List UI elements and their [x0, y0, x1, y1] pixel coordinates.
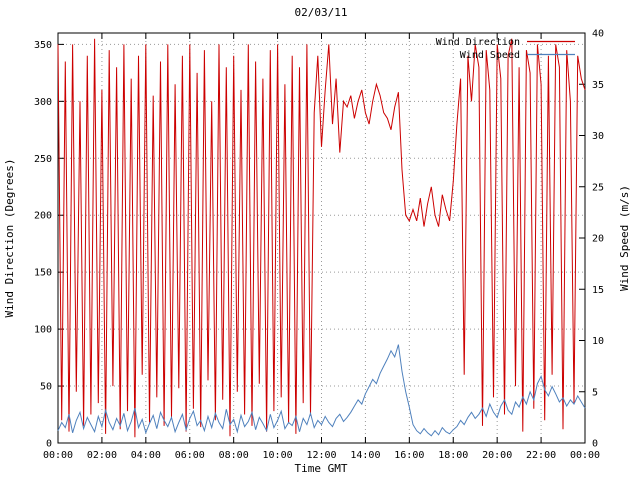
x-tick-label: 04:00: [131, 450, 161, 461]
y-left-tick-label: 250: [34, 154, 52, 165]
y-axis-label-right: Wind Speed (m/s): [618, 185, 631, 291]
x-tick-label: 00:00: [570, 450, 600, 461]
y-left-tick-label: 50: [40, 382, 52, 393]
y-axis-label-left: Wind Direction (Degrees): [3, 159, 16, 318]
y-right-tick-label: 25: [592, 182, 604, 193]
y-right-tick-label: 5: [592, 387, 598, 398]
legend-label-wind-direction: Wind Direction: [436, 37, 520, 48]
x-tick-label: 16:00: [394, 450, 424, 461]
y-right-tick-label: 0: [592, 439, 598, 450]
x-tick-label: 10:00: [263, 450, 293, 461]
y-left-tick-label: 350: [34, 40, 52, 51]
legend-label-wind-speed: Wind Speed: [460, 50, 520, 61]
y-left-tick-label: 300: [34, 97, 52, 108]
x-tick-label: 14:00: [350, 450, 380, 461]
y-right-tick-label: 10: [592, 336, 604, 347]
x-axis-label: Time GMT: [295, 462, 348, 475]
x-tick-label: 06:00: [175, 450, 205, 461]
x-tick-label: 12:00: [306, 450, 336, 461]
y-left-tick-label: 200: [34, 211, 52, 222]
y-right-tick-label: 15: [592, 285, 604, 296]
x-tick-label: 00:00: [43, 450, 73, 461]
y-right-tick-label: 35: [592, 80, 604, 91]
series-lines: [57, 38, 586, 438]
plot-border: [57, 32, 586, 444]
y-right-tick-label: 20: [592, 234, 604, 245]
series-line-wind-direction: [57, 38, 586, 438]
x-tick-label: 20:00: [482, 450, 512, 461]
chart-title: 02/03/11: [295, 6, 348, 19]
legend: Wind Direction Wind Speed: [436, 37, 575, 61]
y-right-tick-label: 40: [592, 29, 604, 40]
y-left-tick-label: 150: [34, 268, 52, 279]
y-left-tick-label: 0: [46, 439, 52, 450]
x-tick-label: 18:00: [438, 450, 468, 461]
y-right-tick-label: 30: [592, 131, 604, 142]
x-tick-label: 08:00: [219, 450, 249, 461]
series-line-wind-speed: [57, 344, 586, 437]
y-left-tick-label: 100: [34, 325, 52, 336]
x-tick-label: 02:00: [87, 450, 117, 461]
x-tick-label: 22:00: [526, 450, 556, 461]
axis-ticks: 00:00 02:00 04:00 06:00 08:00 10:00 12:00 14:00…: [34, 29, 604, 462]
